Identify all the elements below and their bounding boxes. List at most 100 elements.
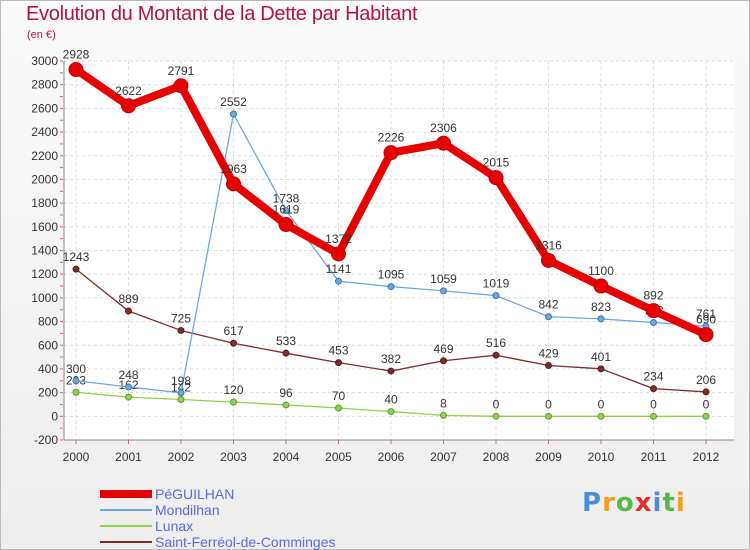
series-p-guilhan: 2928 2622 2791 1963 1619 1372 2226 2306 2015 1316… [63,48,716,343]
chart-title: Evolution du Montant de la Dette par Hab… [26,3,418,25]
x-tick-label: 2007 [430,450,457,464]
data-label: 469 [433,342,453,356]
data-point [545,313,552,321]
logo-letter: x [634,488,653,518]
y-tick-label: 1000 [31,291,58,305]
logo-letter: t [662,488,676,518]
data-point [436,135,451,151]
data-point [440,357,447,365]
data-label: 2622 [115,84,142,98]
y-tick-label: 200 [38,386,58,400]
data-point [335,359,342,367]
data-label: 198 [171,374,191,388]
data-point [440,287,447,295]
data-label: 889 [118,292,138,306]
logo-letter: r [602,488,616,518]
data-label: 2306 [430,121,457,135]
y-tick-label: 2400 [31,125,58,139]
data-label: 142 [171,380,191,394]
y-tick-label: 1400 [31,244,58,258]
data-label: 1059 [430,272,457,286]
data-point [440,411,447,419]
data-label: 401 [591,350,611,364]
data-label: 690 [696,313,716,327]
logo-letter: o [615,488,635,518]
data-label: 0 [650,397,657,411]
data-point [492,292,500,300]
data-label: 248 [118,368,138,382]
y-tick-label: -200 [34,433,58,447]
data-label: 2791 [168,64,195,78]
data-point [597,412,605,420]
y-tick-label: 1600 [31,220,58,234]
data-label: 0 [545,397,552,411]
data-label: 1963 [220,162,247,176]
logo-letter: P [582,488,603,518]
y-tick-label: 2800 [31,78,58,92]
y-tick-label: 2600 [31,101,58,115]
data-label: 234 [643,370,663,384]
data-point [387,283,395,291]
legend-swatch [100,490,152,498]
y-tick-label: 1800 [31,196,58,210]
data-label: 1100 [588,264,614,278]
data-point [331,246,346,262]
data-point [282,349,290,357]
x-tick-label: 2005 [325,450,352,464]
data-point [545,412,552,420]
data-label: 206 [696,373,716,387]
data-point [72,265,80,273]
data-label: 2226 [378,131,405,145]
x-tick-label: 2006 [378,450,405,464]
x-tick-label: 2004 [273,450,300,464]
x-tick-label: 2010 [588,450,615,464]
data-label: 892 [643,289,663,303]
data-label: 1095 [378,268,405,282]
data-label: 0 [703,397,710,411]
data-point [488,170,504,186]
y-tick-label: 600 [38,338,58,352]
legend-label: Lunax [155,518,194,534]
data-point [597,365,605,373]
data-point [702,388,710,396]
data-point [125,307,132,315]
data-label: 0 [598,397,605,411]
legend-label: Mondilhan [155,502,220,518]
data-label: 453 [328,344,348,358]
legend-label: PéGUILHAN [155,486,235,502]
data-label: 429 [538,347,558,361]
series-saint-ferr-ol-de-comminges: 1243 889 725 617 533 453 382 469 516 429 401 234 206 [63,250,716,396]
data-point [125,383,132,391]
data-point [492,351,500,359]
data-label: 533 [276,334,296,348]
data-label: 617 [223,324,243,338]
data-point [650,319,657,327]
data-point [230,339,237,347]
data-label: 1738 [273,191,300,205]
y-tick-label: 3000 [31,54,58,68]
data-point [72,388,80,396]
y-tick-label: 800 [38,315,58,329]
data-point [650,385,657,393]
data-label: 1141 [326,262,352,276]
data-label: 1372 [325,232,352,246]
x-tick-label: 2008 [483,450,510,464]
y-tick-label: 400 [38,362,58,376]
data-point [173,78,189,94]
data-label: 96 [279,386,293,400]
data-point [278,217,294,233]
data-label: 40 [384,393,398,407]
data-label: 2015 [483,156,510,170]
data-point [68,62,84,78]
data-point [545,362,552,370]
data-label: 382 [381,352,401,366]
data-label: 842 [538,298,558,312]
data-point [177,389,185,397]
data-label: 1019 [483,277,510,291]
data-point [646,303,661,319]
y-tick-label: 1200 [31,267,58,281]
data-label: 725 [171,311,191,325]
x-tick-label: 2000 [63,450,90,464]
proxiti-logo: Proxiti [582,488,686,518]
legend-label: Saint-Ferréol-de-Comminges [155,534,336,550]
